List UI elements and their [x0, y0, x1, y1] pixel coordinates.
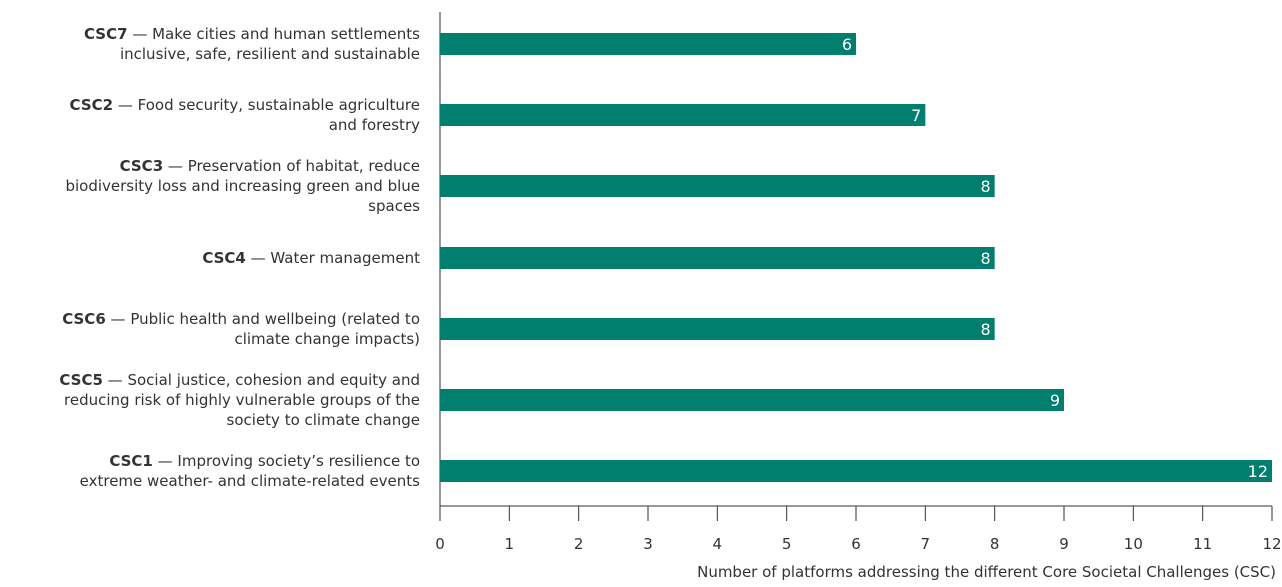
- category-label-csc3: CSC3 — Preservation of habitat, reduce bi…: [0, 156, 420, 216]
- x-tick-label: 7: [921, 535, 931, 553]
- x-tick-label: 11: [1193, 535, 1212, 553]
- category-text: Improving society’s resilience to: [177, 452, 420, 470]
- bar-csc6: [440, 318, 995, 340]
- category-text: Preservation of habitat, reduce: [187, 157, 420, 175]
- category-label-csc4: CSC4 — Water management: [0, 248, 420, 268]
- x-tick-label: 10: [1124, 535, 1143, 553]
- bar-value-label: 8: [980, 320, 990, 339]
- bar-value-label: 8: [980, 177, 990, 196]
- bar-value-label: 9: [1050, 391, 1060, 410]
- category-label-line: society to climate change: [0, 410, 420, 430]
- category-label-line: CSC2 — Food security, sustainable agricu…: [0, 95, 420, 115]
- category-code: CSC3: [119, 157, 164, 175]
- category-label-line: extreme weather- and climate-related eve…: [0, 471, 420, 491]
- category-text: society to climate change: [226, 411, 420, 429]
- bar-value-label: 8: [980, 249, 990, 268]
- bar-csc1: [440, 460, 1272, 482]
- bar-value-label: 7: [911, 106, 921, 125]
- category-text: Food security, sustainable agriculture: [137, 96, 420, 114]
- category-text: Water management: [270, 249, 420, 267]
- category-separator: —: [163, 157, 188, 175]
- category-code: CSC5: [59, 371, 103, 389]
- category-label-line: reducing risk of highly vulnerable group…: [0, 390, 420, 410]
- bar-value-label: 6: [842, 35, 852, 54]
- bar-csc2: [440, 104, 926, 126]
- category-label-csc7: CSC7 — Make cities and human settlements…: [0, 24, 420, 64]
- bar-csc3: [440, 175, 995, 197]
- category-text: inclusive, safe, resilient and sustainab…: [119, 45, 420, 63]
- category-label-line: climate change impacts): [0, 329, 420, 349]
- category-text: biodiversity loss and increasing green a…: [65, 177, 420, 195]
- category-separator: —: [102, 371, 128, 389]
- category-label-line: biodiversity loss and increasing green a…: [0, 176, 420, 196]
- category-label-csc6: CSC6 — Public health and wellbeing (rela…: [0, 309, 420, 349]
- category-label-line: and forestry: [0, 115, 420, 135]
- x-axis-title: Number of platforms addressing the diffe…: [697, 563, 1276, 581]
- category-separator: —: [245, 249, 271, 267]
- x-tick-label: 0: [435, 535, 445, 553]
- x-tick-label: 5: [782, 535, 792, 553]
- category-label-csc2: CSC2 — Food security, sustainable agricu…: [0, 95, 420, 135]
- x-tick-label: 4: [713, 535, 723, 553]
- x-tick-label: 12: [1262, 535, 1281, 553]
- x-tick-label: 8: [990, 535, 1000, 553]
- category-code: CSC4: [202, 249, 246, 267]
- bar-csc4: [440, 247, 995, 269]
- category-label-csc5: CSC5 — Social justice, cohesion and equi…: [0, 370, 420, 430]
- category-label-line: CSC7 — Make cities and human settlements: [0, 24, 420, 44]
- category-label-line: inclusive, safe, resilient and sustainab…: [0, 44, 420, 64]
- category-text: reducing risk of highly vulnerable group…: [64, 391, 420, 409]
- category-separator: —: [105, 310, 131, 328]
- category-label-line: CSC6 — Public health and wellbeing (rela…: [0, 309, 420, 329]
- x-tick-label: 2: [574, 535, 584, 553]
- category-text: Social justice, cohesion and equity and: [127, 371, 420, 389]
- x-tick-label: 3: [643, 535, 653, 553]
- category-code: CSC2: [69, 96, 114, 114]
- x-tick-label: 1: [505, 535, 515, 553]
- category-text: Make cities and human settlements: [152, 25, 420, 43]
- x-tick-label: 9: [1059, 535, 1069, 553]
- category-text: spaces: [368, 197, 420, 215]
- category-separator: —: [127, 25, 153, 43]
- category-text: and forestry: [328, 116, 420, 134]
- category-separator: —: [113, 96, 138, 114]
- category-label-line: CSC5 — Social justice, cohesion and equi…: [0, 370, 420, 390]
- category-label-line: spaces: [0, 196, 420, 216]
- category-text: Public health and wellbeing (related to: [130, 310, 420, 328]
- bar-value-label: 12: [1248, 462, 1268, 481]
- category-label-line: CSC1 — Improving society’s resilience to: [0, 451, 420, 471]
- x-tick-label: 6: [851, 535, 861, 553]
- category-separator: —: [152, 452, 178, 470]
- category-label-line: CSC4 — Water management: [0, 248, 420, 268]
- category-code: CSC7: [84, 25, 128, 43]
- category-code: CSC1: [109, 452, 153, 470]
- category-code: CSC6: [62, 310, 106, 328]
- bar-csc7: [440, 33, 856, 55]
- category-text: extreme weather- and climate-related eve…: [79, 472, 420, 490]
- category-label-line: CSC3 — Preservation of habitat, reduce: [0, 156, 420, 176]
- bar-csc5: [440, 389, 1064, 411]
- category-label-csc1: CSC1 — Improving society’s resilience to…: [0, 451, 420, 491]
- category-text: climate change impacts): [234, 330, 420, 348]
